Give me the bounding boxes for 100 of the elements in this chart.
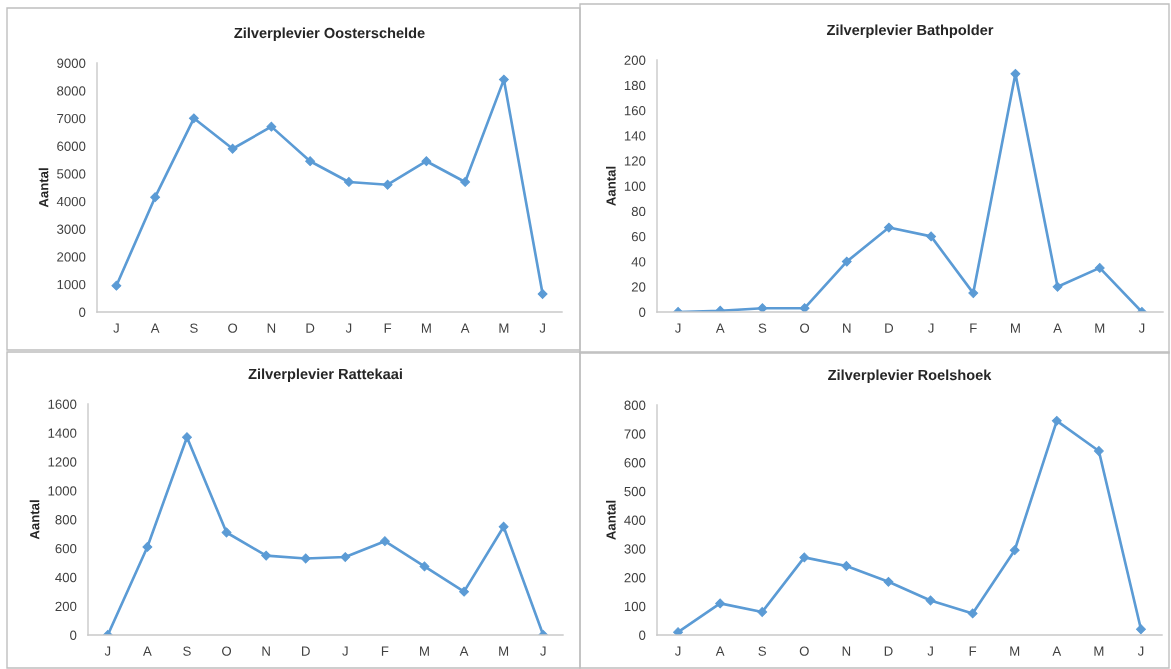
y-tick-label: 0 (639, 630, 646, 640)
x-tick-label: N (262, 646, 270, 656)
point (419, 561, 430, 572)
x-tick-label: M (1011, 323, 1020, 333)
x-tick-label: J (927, 323, 934, 333)
x-tick-label: A (460, 323, 470, 333)
point (142, 541, 153, 552)
y-tick-label: 4000 (56, 196, 86, 207)
x-tick-label: J (927, 646, 933, 656)
x-tick-label: A (143, 646, 152, 656)
y-axis-title: Aantal (38, 168, 49, 208)
y-tick-label: 400 (624, 515, 646, 525)
y-tick-label: 8000 (57, 86, 86, 96)
x-tick-label: N (842, 646, 851, 656)
point (221, 527, 232, 538)
y-tick-label: 100 (624, 181, 646, 191)
y-tick-label: 120 (624, 156, 646, 166)
point (926, 231, 937, 242)
x-tick-label: D (306, 323, 315, 333)
point (111, 280, 122, 291)
point (673, 627, 683, 635)
y-tick-label: 0 (70, 630, 77, 640)
point (1093, 446, 1104, 456)
point (382, 179, 393, 190)
x-tick-label: D (302, 646, 310, 656)
y-tick-label: 200 (624, 55, 646, 65)
x-tick-label: O (800, 323, 810, 333)
point (300, 553, 311, 564)
point (421, 156, 432, 167)
y-tick-label: 0 (79, 307, 86, 317)
x-tick-label: J (674, 323, 681, 333)
x-tick-label: S (190, 323, 198, 333)
x-tick-label: A (715, 323, 725, 333)
x-tick-label: J (1138, 323, 1145, 333)
x-tick-label: M (1095, 323, 1105, 333)
x-tick-label: A (150, 323, 160, 333)
chart-title: Zilverplevier Oosterschelde (234, 27, 425, 42)
x-tick-label: M (420, 646, 429, 656)
x-tick-label: J (113, 323, 119, 333)
point (841, 256, 852, 267)
y-tick-label: 6000 (57, 141, 86, 151)
x-tick-label: A (1052, 646, 1062, 656)
x-tick-label: D (885, 323, 894, 333)
point (498, 521, 509, 532)
y-axis-title: Aantal (606, 166, 616, 206)
x-tick-label: M (421, 323, 431, 333)
point (182, 432, 192, 443)
chart-title: Zilverplevier Roelshoek (828, 369, 992, 384)
y-tick-label: 3000 (57, 224, 86, 234)
y-tick-label: 100 (624, 601, 646, 612)
y-tick-label: 160 (624, 105, 646, 116)
x-tick-label: J (1137, 646, 1144, 656)
x-tick-label: J (540, 646, 546, 656)
y-tick-label: 600 (55, 543, 77, 554)
y-tick-label: 300 (624, 544, 646, 554)
point (757, 303, 768, 312)
y-tick-label: 180 (624, 80, 646, 91)
y-tick-label: 60 (631, 231, 646, 242)
y-tick-label: 40 (631, 257, 646, 267)
x-tick-label: F (970, 323, 977, 333)
chart-title: Zilverplevier Bathpolder (826, 24, 994, 39)
x-tick-label: N (267, 323, 276, 333)
y-tick-label: 7000 (57, 113, 86, 124)
point (261, 550, 272, 561)
y-tick-label: 9000 (57, 58, 86, 68)
point (460, 177, 471, 187)
x-tick-label: O (222, 646, 232, 656)
point (340, 552, 351, 562)
x-tick-label: J (674, 646, 681, 656)
y-tick-label: 600 (624, 458, 646, 468)
point (1052, 281, 1063, 292)
x-tick-label: M (499, 323, 509, 333)
y-tick-label: 1000 (57, 279, 86, 290)
point (1009, 545, 1020, 556)
y-tick-label: 1400 (48, 428, 77, 438)
y-tick-label: 5000 (57, 169, 86, 179)
y-tick-label: 700 (624, 429, 646, 439)
x-tick-label: A (459, 646, 469, 656)
point (305, 156, 316, 167)
x-tick-label: J (539, 323, 545, 333)
x-tick-label: J (345, 323, 352, 333)
point (841, 561, 852, 571)
point (343, 177, 354, 187)
point (1094, 262, 1105, 273)
point (379, 536, 390, 547)
x-tick-label: M (499, 646, 509, 656)
x-tick-label: O (799, 646, 809, 656)
y-tick-label: 500 (624, 486, 646, 497)
x-tick-label: A (715, 646, 725, 656)
x-tick-label: S (758, 323, 767, 333)
point (227, 143, 238, 154)
x-tick-label: S (758, 646, 766, 656)
point (757, 607, 768, 617)
y-tick-label: 80 (631, 206, 646, 217)
y-tick-label: 1600 (48, 399, 77, 409)
x-tick-label: M (1010, 646, 1020, 656)
x-tick-label: M (1094, 646, 1104, 656)
x-tick-label: F (384, 323, 392, 333)
point (967, 608, 978, 619)
y-tick-label: 800 (624, 400, 646, 410)
